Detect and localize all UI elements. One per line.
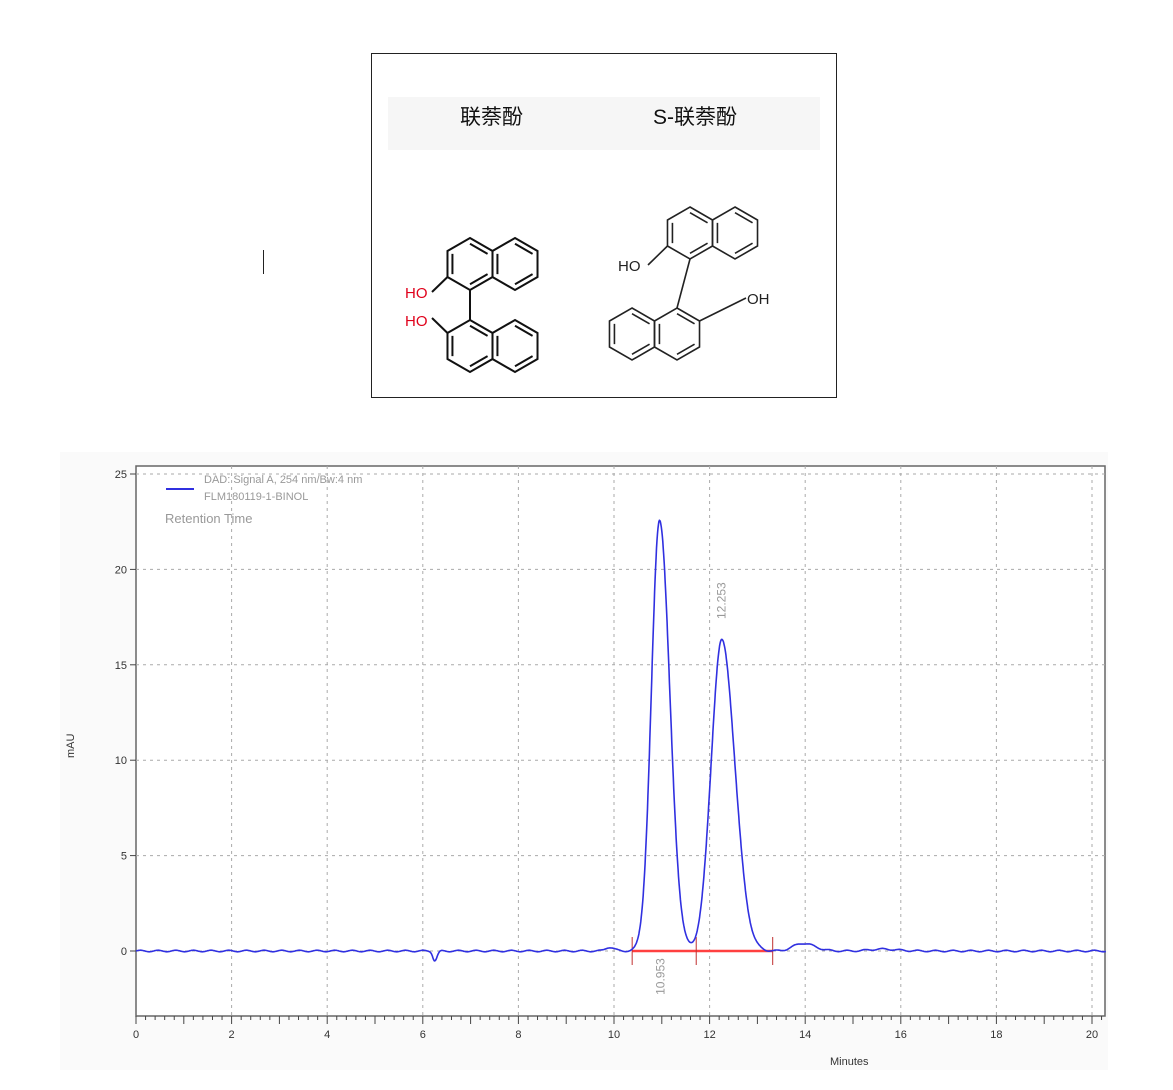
right-oh-label: OH	[747, 291, 770, 308]
double-bond	[469, 242, 489, 255]
ring	[491, 236, 539, 292]
x-tick-label: 4	[324, 1029, 330, 1041]
x-tick-label: 0	[133, 1029, 139, 1041]
x-tick-label: 16	[895, 1029, 907, 1041]
oh-bond	[431, 317, 449, 334]
left-ho-label-1: HO	[405, 285, 428, 302]
oh-bond	[431, 276, 449, 293]
x-tick-label: 2	[229, 1029, 235, 1041]
double-bond	[734, 242, 753, 254]
axis-ticks: 0 2 4 6 8 10 12 14 16 18 20 0 5 10 15 20 25	[115, 469, 1103, 1041]
double-bond	[676, 313, 695, 325]
double-bond	[689, 242, 708, 254]
y-axis-label: mAU	[65, 734, 77, 759]
oh-bond	[699, 297, 747, 322]
double-bond	[469, 273, 489, 286]
double-bond	[514, 242, 534, 255]
x-tick-label: 18	[990, 1029, 1002, 1041]
peak-label-2: 12.253	[715, 582, 729, 619]
y-tick-label: 5	[121, 851, 127, 863]
binol-structure	[431, 236, 539, 374]
double-bond	[514, 324, 534, 337]
header-binol: 联萘酚	[460, 106, 523, 129]
ring	[446, 236, 494, 292]
double-bond	[514, 273, 534, 286]
double-bond	[469, 324, 489, 337]
ring	[608, 307, 656, 361]
ring	[711, 206, 759, 260]
x-tick-label: 6	[420, 1029, 426, 1041]
x-tick-label: 20	[1086, 1029, 1098, 1041]
y-tick-label: 25	[115, 469, 127, 481]
x-tick-label: 12	[703, 1029, 715, 1041]
x-axis-label: Minutes	[830, 1056, 869, 1068]
x-tick-label: 8	[515, 1029, 521, 1041]
grid	[136, 466, 1105, 1016]
plot-area	[135, 465, 1106, 1017]
y-tick-label: 20	[115, 564, 127, 576]
structure-box	[371, 53, 837, 398]
legend-sample: FLM180119-1-BINOL	[204, 491, 308, 503]
header-s-binol: S-联萘酚	[653, 106, 737, 129]
biaryl-bond	[676, 258, 691, 309]
x-tick-label: 14	[799, 1029, 811, 1041]
double-bond	[734, 212, 753, 224]
double-bond	[631, 343, 650, 355]
double-bond	[689, 212, 708, 224]
y-tick-label: 10	[115, 755, 127, 767]
legend-retention-time: Retention Time	[165, 511, 252, 526]
double-bond	[676, 343, 695, 355]
double-bond	[631, 313, 650, 325]
x-tick-label: 10	[608, 1029, 620, 1041]
ring	[653, 307, 701, 361]
y-tick-label: 15	[115, 660, 127, 672]
right-ho-label: HO	[618, 258, 641, 275]
text-cursor	[263, 250, 264, 274]
structure-header-band	[388, 97, 820, 150]
chromatogram-trace	[135, 519, 1107, 962]
oh-bond	[647, 245, 669, 266]
peak-label-1: 10.953	[654, 958, 668, 995]
ring	[666, 206, 714, 260]
left-ho-label-2: HO	[405, 313, 428, 330]
s-binol-structure	[608, 206, 759, 361]
double-bond	[514, 355, 534, 368]
y-tick-label: 0	[121, 946, 127, 958]
legend-signal: DAD: Signal A, 254 nm/Bw:4 nm	[204, 474, 362, 486]
ring	[491, 318, 539, 374]
ring	[446, 318, 494, 374]
double-bond	[469, 355, 489, 368]
